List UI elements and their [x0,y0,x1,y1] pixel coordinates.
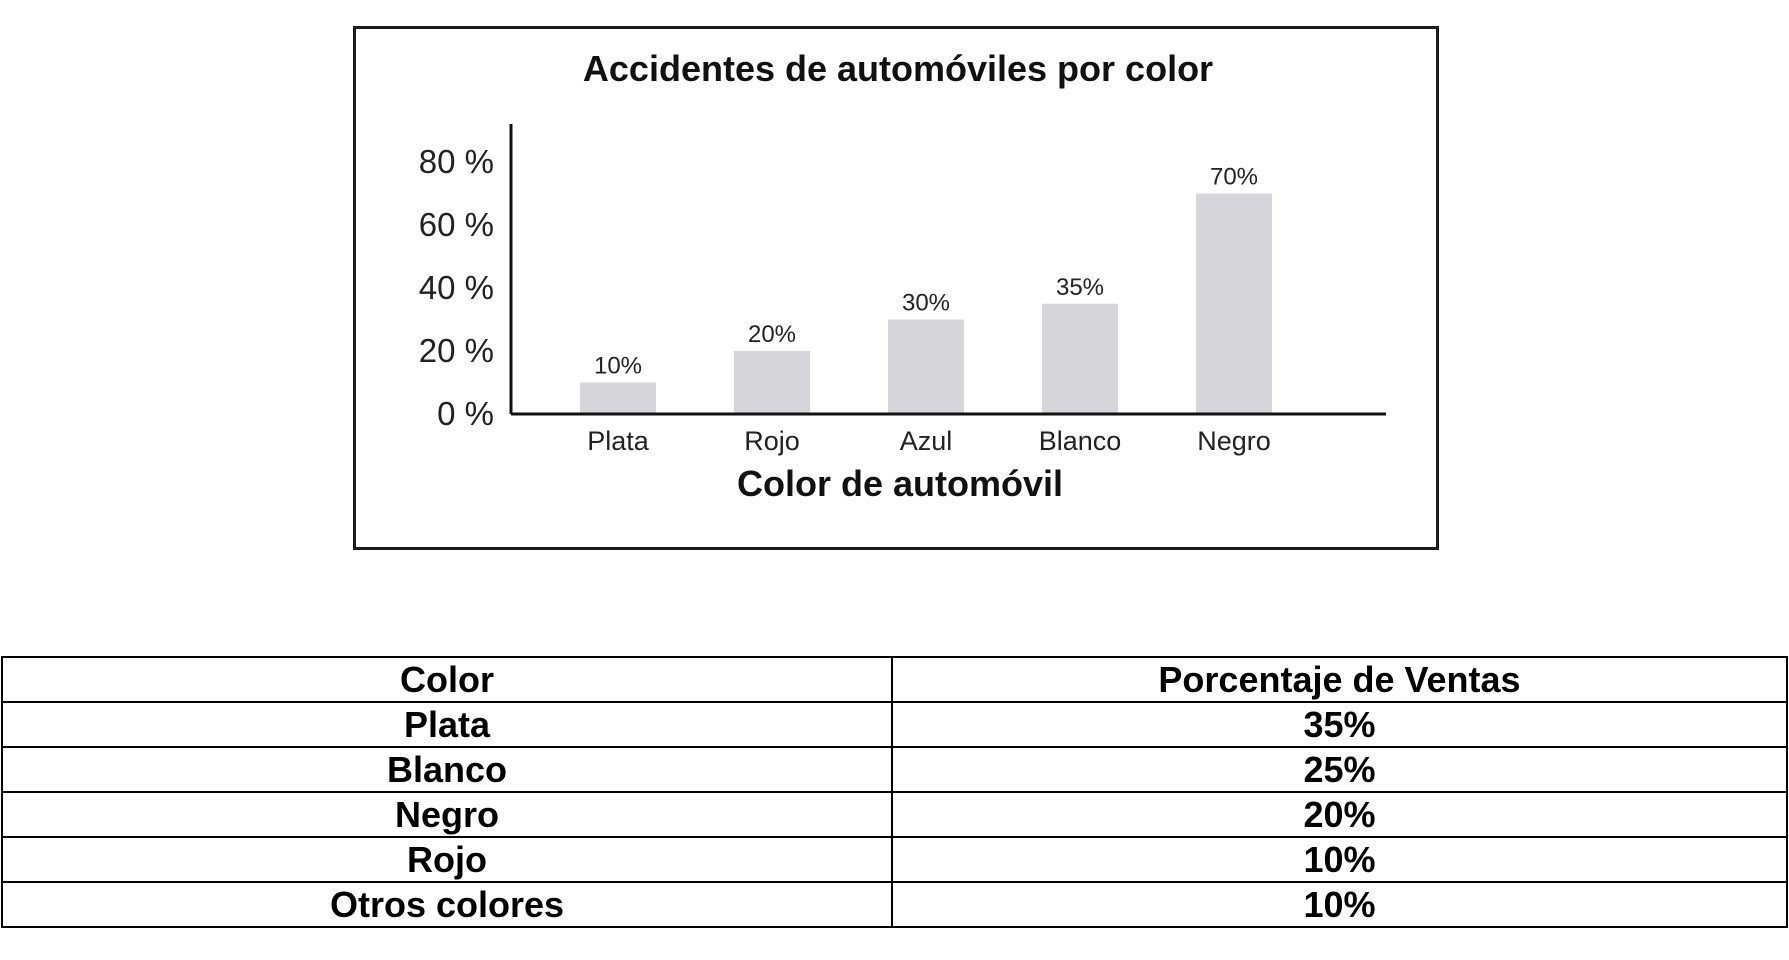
column-header-sales-percentage: Porcentaje de Ventas [891,656,1788,703]
table-cell-percentage: 10% [891,836,1788,883]
bar-negro [1196,193,1272,414]
table-row: Rojo 10% [1,836,1788,883]
table-cell-color: Blanco [1,746,893,793]
x-tick-label: Blanco [1039,426,1122,456]
bars-layer: 10% 20% 30% 35% 70% [580,164,1272,414]
table-cell-percentage: 20% [891,791,1788,838]
table-cell-color: Otros colores [1,881,893,928]
bar-value-label: 70% [1210,164,1258,191]
x-tick-label: Azul [900,426,953,456]
x-tick-label: Rojo [744,426,800,456]
chart-title: Accidentes de automóviles por color [583,48,1213,89]
sales-table: Color Porcentaje de Ventas Plata 35% Bla… [1,656,1788,928]
table-cell-percentage: 35% [891,701,1788,748]
x-axis-title: Color de automóvil [737,463,1063,504]
table-cell-percentage: 25% [891,746,1788,793]
bar-value-label: 10% [594,353,642,380]
bar-azul [888,319,964,414]
y-tick-label: 20 % [419,332,494,369]
bar-rojo [734,351,810,414]
x-tick-label: Negro [1197,426,1271,456]
table-row: Plata 35% [1,701,1788,748]
chart-frame: Accidentes de automóviles por color 10% 2… [353,26,1439,550]
x-tick-label: Plata [587,426,650,456]
column-header-color: Color [1,656,893,703]
table-row: Otros colores 10% [1,881,1788,928]
table-header-row: Color Porcentaje de Ventas [1,656,1788,703]
table-cell-color: Negro [1,791,893,838]
x-tick-layer: Plata Rojo Azul Blanco Negro [587,426,1271,456]
y-tick-label: 40 % [419,269,494,306]
bar-chart: Accidentes de automóviles por color 10% 2… [419,48,1386,504]
table-cell-percentage: 10% [891,881,1788,928]
bar-value-label: 35% [1056,274,1104,301]
bar-value-label: 20% [748,321,796,348]
table-row: Blanco 25% [1,746,1788,793]
table-cell-color: Plata [1,701,893,748]
y-tick-layer: 0 % 20 % 40 % 60 % 80 % [419,143,494,432]
bar-value-label: 30% [902,290,950,317]
y-tick-label: 60 % [419,206,494,243]
bar-blanco [1042,303,1118,414]
y-tick-label: 80 % [419,143,494,180]
table-row: Negro 20% [1,791,1788,838]
table-cell-color: Rojo [1,836,893,883]
bar-plata [580,382,656,414]
y-tick-label: 0 % [437,395,494,432]
